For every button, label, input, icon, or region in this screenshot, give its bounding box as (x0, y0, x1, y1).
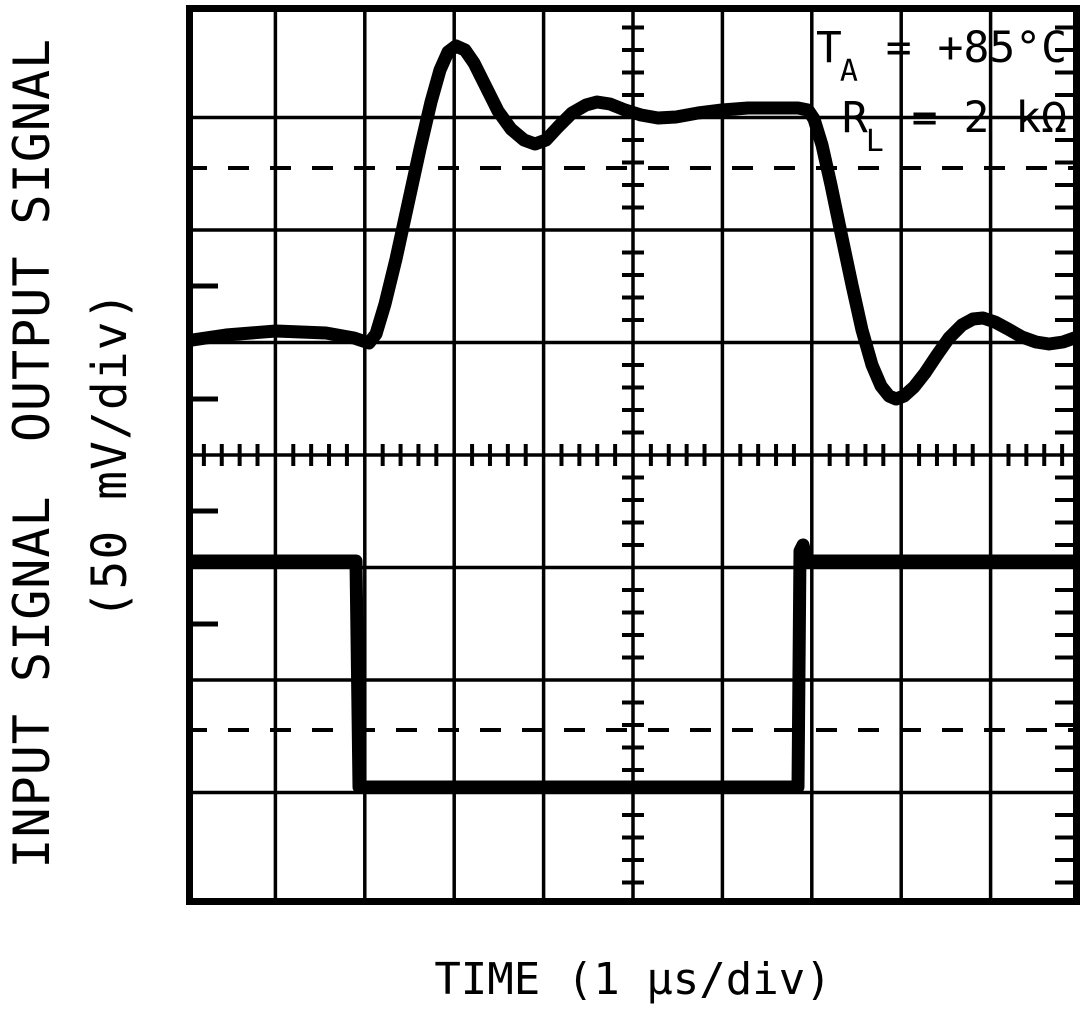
graticule-border (186, 5, 1080, 905)
minor-ticks (191, 25, 1073, 885)
annotation-temperature: TA = +85°C (816, 27, 1067, 87)
annotation-load-resistance: RL = 2 kΩ (842, 97, 1067, 157)
annotation-temp-value: = +85°C (859, 23, 1067, 73)
annotation-load-value: = 2 kΩ (885, 93, 1067, 143)
annotation-temp-subscript: A (839, 53, 858, 89)
annotation-load-subscript: L (865, 123, 884, 159)
output-signal-trace (186, 39, 1080, 406)
y-axis-units-label: (50 mV/div) (82, 290, 138, 620)
input-signal-trace (186, 538, 1080, 794)
graticule-and-traces (186, 5, 1080, 905)
y-axis-label-input: INPUT SIGNAL (3, 495, 61, 869)
y-axis-label-output: OUTPUT SIGNAL (3, 37, 61, 443)
plot-area: TA = +85°C RL = 2 kΩ (186, 5, 1080, 905)
annotation-load-base: R (841, 93, 868, 143)
annotation-temp-base: T (815, 23, 842, 73)
x-axis-label: TIME (1 μs/div) (434, 954, 832, 1005)
